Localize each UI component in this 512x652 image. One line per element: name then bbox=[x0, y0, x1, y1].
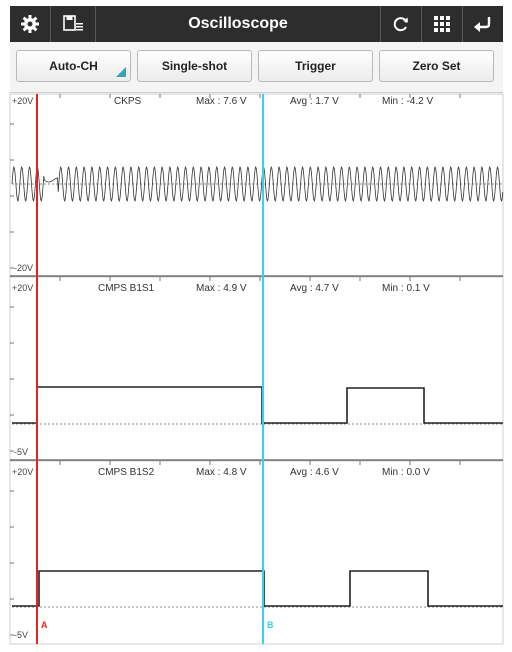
save-list-icon bbox=[63, 15, 83, 31]
back-button[interactable] bbox=[463, 6, 503, 42]
channel-top-scale: +20V bbox=[12, 96, 33, 106]
channel-avg: Avg : 1.7 V bbox=[290, 96, 339, 107]
function-button-bar: Auto-CH Single-shot Trigger Zero Set bbox=[10, 42, 503, 93]
channel-avg: Avg : 4.7 V bbox=[290, 283, 339, 294]
channel-bottom-scale: -5V bbox=[14, 447, 28, 457]
settings-button[interactable] bbox=[10, 6, 50, 42]
channel-panel-ckps: +20V -20V CKPS Max : 7.6 V Avg : 1.7 V M… bbox=[9, 93, 504, 277]
channel-name: CMPS B1S2 bbox=[98, 467, 155, 478]
channel-max: Max : 4.8 V bbox=[196, 467, 247, 478]
channel-panel-cmps-b1s1: +20V -5V CMPS B1S1 Max : 4.9 V Avg : 4.7… bbox=[9, 276, 504, 461]
channel-name: CMPS B1S1 bbox=[98, 283, 155, 294]
channel-top-scale: +20V bbox=[12, 467, 33, 477]
page-title: Oscilloscope bbox=[188, 15, 288, 32]
single-shot-button[interactable]: Single-shot bbox=[137, 50, 252, 82]
channel-max: Max : 4.9 V bbox=[196, 283, 247, 294]
cursor-a-label: A bbox=[41, 620, 48, 630]
zero-set-button[interactable]: Zero Set bbox=[379, 50, 494, 82]
trigger-button[interactable]: Trigger bbox=[258, 50, 373, 82]
channel-bottom-scale: -5V bbox=[14, 630, 28, 640]
dropdown-corner-icon bbox=[116, 67, 126, 77]
save-data-button[interactable] bbox=[51, 6, 95, 42]
channel-min: Min : 0.1 V bbox=[382, 283, 430, 294]
channel-bottom-scale: -20V bbox=[14, 263, 33, 273]
auto-ch-button[interactable]: Auto-CH bbox=[16, 50, 131, 82]
back-arrow-icon bbox=[474, 17, 491, 32]
waveform-trace bbox=[11, 166, 504, 202]
refresh-icon bbox=[393, 17, 408, 32]
channel-name: CKPS bbox=[114, 96, 142, 107]
channel-top-scale: +20V bbox=[12, 283, 33, 293]
grid-button[interactable] bbox=[422, 6, 462, 42]
channel-min: Min : 0.0 V bbox=[382, 467, 430, 478]
auto-ch-label: Auto-CH bbox=[49, 59, 98, 73]
waveform-trace bbox=[12, 570, 503, 607]
channel-max: Max : 7.6 V bbox=[196, 96, 247, 107]
channel-panel-cmps-b1s2: +20V -5V CMPS B1S2 Max : 4.8 V Avg : 4.6… bbox=[9, 460, 504, 645]
top-toolbar: Oscilloscope bbox=[10, 6, 503, 42]
gear-icon bbox=[21, 15, 39, 33]
refresh-button[interactable] bbox=[381, 6, 421, 42]
channel-avg: Avg : 4.6 V bbox=[290, 467, 339, 478]
channel-min: Min : -4.2 V bbox=[382, 96, 433, 107]
grid-icon bbox=[434, 16, 450, 32]
cursor-b-label: B bbox=[267, 620, 274, 630]
